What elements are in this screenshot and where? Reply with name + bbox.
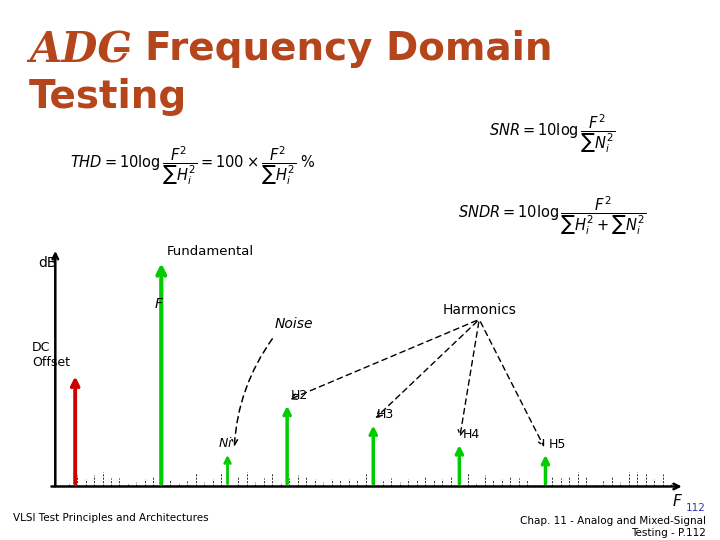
Text: $Ni$: $Ni$ [217,436,233,450]
Text: Noise: Noise [274,318,313,332]
Text: Testing - P.112: Testing - P.112 [631,528,706,538]
Text: $\mathit{THD} = 10\log\dfrac{F^2}{\sum H_i^2} = 100\times\dfrac{F^2}{\sum H_i^2}: $\mathit{THD} = 10\log\dfrac{F^2}{\sum H… [70,145,316,187]
Text: Harmonics: Harmonics [442,302,516,316]
Text: – Frequency Domain: – Frequency Domain [112,30,552,68]
Text: $\mathit{SNDR} = 10\log\dfrac{F^2}{\sum H_i^2 + \sum N_i^2}$: $\mathit{SNDR} = 10\log\dfrac{F^2}{\sum … [458,194,647,238]
Text: ADC: ADC [29,30,130,72]
Text: Fundamental: Fundamental [166,245,253,258]
Text: 112: 112 [685,503,706,512]
Text: H2: H2 [290,389,307,402]
Text: dB: dB [39,255,57,269]
Text: H5: H5 [549,438,566,451]
Text: DC
Offset: DC Offset [32,341,70,368]
Text: VLSI Test Principles and Architectures: VLSI Test Principles and Architectures [13,512,209,523]
Text: F: F [672,494,681,509]
Text: H3: H3 [377,408,394,421]
Text: Chap. 11 - Analog and Mixed-Signal: Chap. 11 - Analog and Mixed-Signal [520,516,706,525]
Text: Testing: Testing [29,78,187,116]
Text: F: F [155,298,163,311]
Text: H4: H4 [463,428,480,441]
Text: $\mathit{SNR} = 10\log\dfrac{F^2}{\sum N_i^2}$: $\mathit{SNR} = 10\log\dfrac{F^2}{\sum N… [490,112,616,155]
